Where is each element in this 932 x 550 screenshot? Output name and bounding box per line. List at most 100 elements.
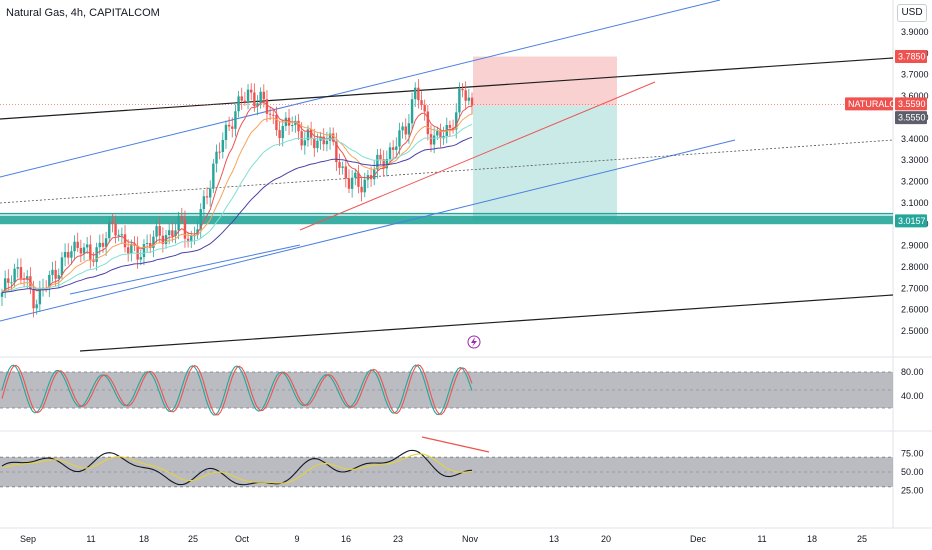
price-tag-entry: 3.5550 xyxy=(898,113,926,123)
candle-body xyxy=(426,111,430,135)
candle-body xyxy=(376,154,379,170)
candle-body xyxy=(38,287,42,305)
candle-body xyxy=(126,247,130,254)
candle-body xyxy=(3,278,7,293)
candle-body xyxy=(243,100,247,102)
candle-body xyxy=(350,177,354,189)
candle-body xyxy=(221,139,225,152)
date-tick-label: 18 xyxy=(139,534,149,544)
date-tick-label: Dec xyxy=(690,534,707,544)
candle-body xyxy=(54,269,57,279)
candle-body xyxy=(322,136,325,145)
price-tick-label: 2.9000 xyxy=(901,241,929,251)
candle-body xyxy=(123,234,127,248)
rsi-divergence-line xyxy=(421,436,490,453)
candle-body xyxy=(303,140,307,146)
candle-body xyxy=(174,230,177,237)
candle-body xyxy=(76,241,79,248)
date-tick-label: 23 xyxy=(393,534,403,544)
candle-body xyxy=(354,172,357,178)
candle-body xyxy=(432,135,436,145)
channel-lower-line xyxy=(0,139,736,322)
candle-body xyxy=(417,87,420,101)
rsi-line xyxy=(1,449,473,486)
candle-body xyxy=(281,125,284,139)
candle-body xyxy=(155,226,158,237)
candle-body xyxy=(104,238,108,247)
candle-body xyxy=(278,130,281,139)
price-tick-label: 3.7000 xyxy=(901,70,929,80)
candle-body xyxy=(237,96,240,112)
candle-body xyxy=(272,114,275,116)
mid-dotted-trendline xyxy=(0,139,894,204)
date-tick-label: Nov xyxy=(462,534,479,544)
date-tick-label: 20 xyxy=(601,534,611,544)
candle-body xyxy=(455,112,458,130)
rsi-tick-label: 25.00 xyxy=(901,486,924,496)
candle-body xyxy=(240,96,243,101)
candle-body xyxy=(227,124,231,127)
candle-body xyxy=(246,89,250,101)
candle-body xyxy=(136,245,139,260)
candle-body xyxy=(171,230,174,237)
candle-body xyxy=(70,251,73,258)
candle-body xyxy=(325,140,329,145)
resistance-trendline xyxy=(0,57,894,120)
candle-body xyxy=(461,88,464,91)
ema-orange-line xyxy=(1,113,473,294)
symbol-tag-bg xyxy=(845,97,893,111)
candle-body xyxy=(316,140,319,149)
candle-body xyxy=(95,247,98,262)
price-tag-stop-bg xyxy=(895,50,927,64)
candle-body xyxy=(253,92,256,107)
candle-body xyxy=(205,196,209,198)
candle-body xyxy=(67,251,70,258)
candle-body xyxy=(183,219,187,239)
candle-body xyxy=(218,151,221,153)
candle-body xyxy=(464,90,467,101)
candle-body xyxy=(401,126,404,131)
stochastic-k-line xyxy=(1,364,473,416)
currency-selector[interactable]: USD xyxy=(897,4,927,22)
candle-body xyxy=(231,126,234,129)
candle-body xyxy=(388,147,392,159)
candle-body xyxy=(436,131,439,136)
date-tick-label: 11 xyxy=(757,534,766,544)
candle-body xyxy=(117,234,120,236)
candle-body xyxy=(391,147,395,150)
red-trendline xyxy=(299,81,656,231)
candle-body xyxy=(313,138,316,149)
candle-body xyxy=(306,129,310,141)
candle-body xyxy=(212,163,215,189)
price-tag-stop: 3.7850 xyxy=(898,52,926,62)
stochastic-tick-label: 80.00 xyxy=(901,367,924,377)
candle-body xyxy=(385,158,389,169)
candle-body xyxy=(7,278,10,283)
candle-body xyxy=(79,247,83,254)
candle-body xyxy=(373,169,376,180)
channel-upper-line xyxy=(0,0,721,178)
candle-body xyxy=(208,188,212,198)
candle-body xyxy=(275,114,278,131)
candle-body xyxy=(142,244,146,258)
candle-body xyxy=(73,241,76,252)
price-tick-label: 3.6000 xyxy=(901,91,929,101)
candle-body xyxy=(0,292,4,297)
candle-body xyxy=(19,267,23,279)
candle-body xyxy=(414,87,417,100)
ema-red-line xyxy=(1,101,473,293)
candle-body xyxy=(420,100,423,106)
candle-body xyxy=(309,129,313,139)
price-tick-label: 2.6000 xyxy=(901,305,929,315)
candle-body xyxy=(259,91,262,104)
candle-body xyxy=(199,209,202,230)
candle-body xyxy=(439,131,442,139)
candle-body xyxy=(130,243,133,254)
candle-body xyxy=(63,251,67,258)
candle-body xyxy=(294,120,297,126)
ema-cyan-line xyxy=(1,124,473,294)
date-tick-label: 11 xyxy=(86,534,95,544)
candle-body xyxy=(16,267,19,269)
